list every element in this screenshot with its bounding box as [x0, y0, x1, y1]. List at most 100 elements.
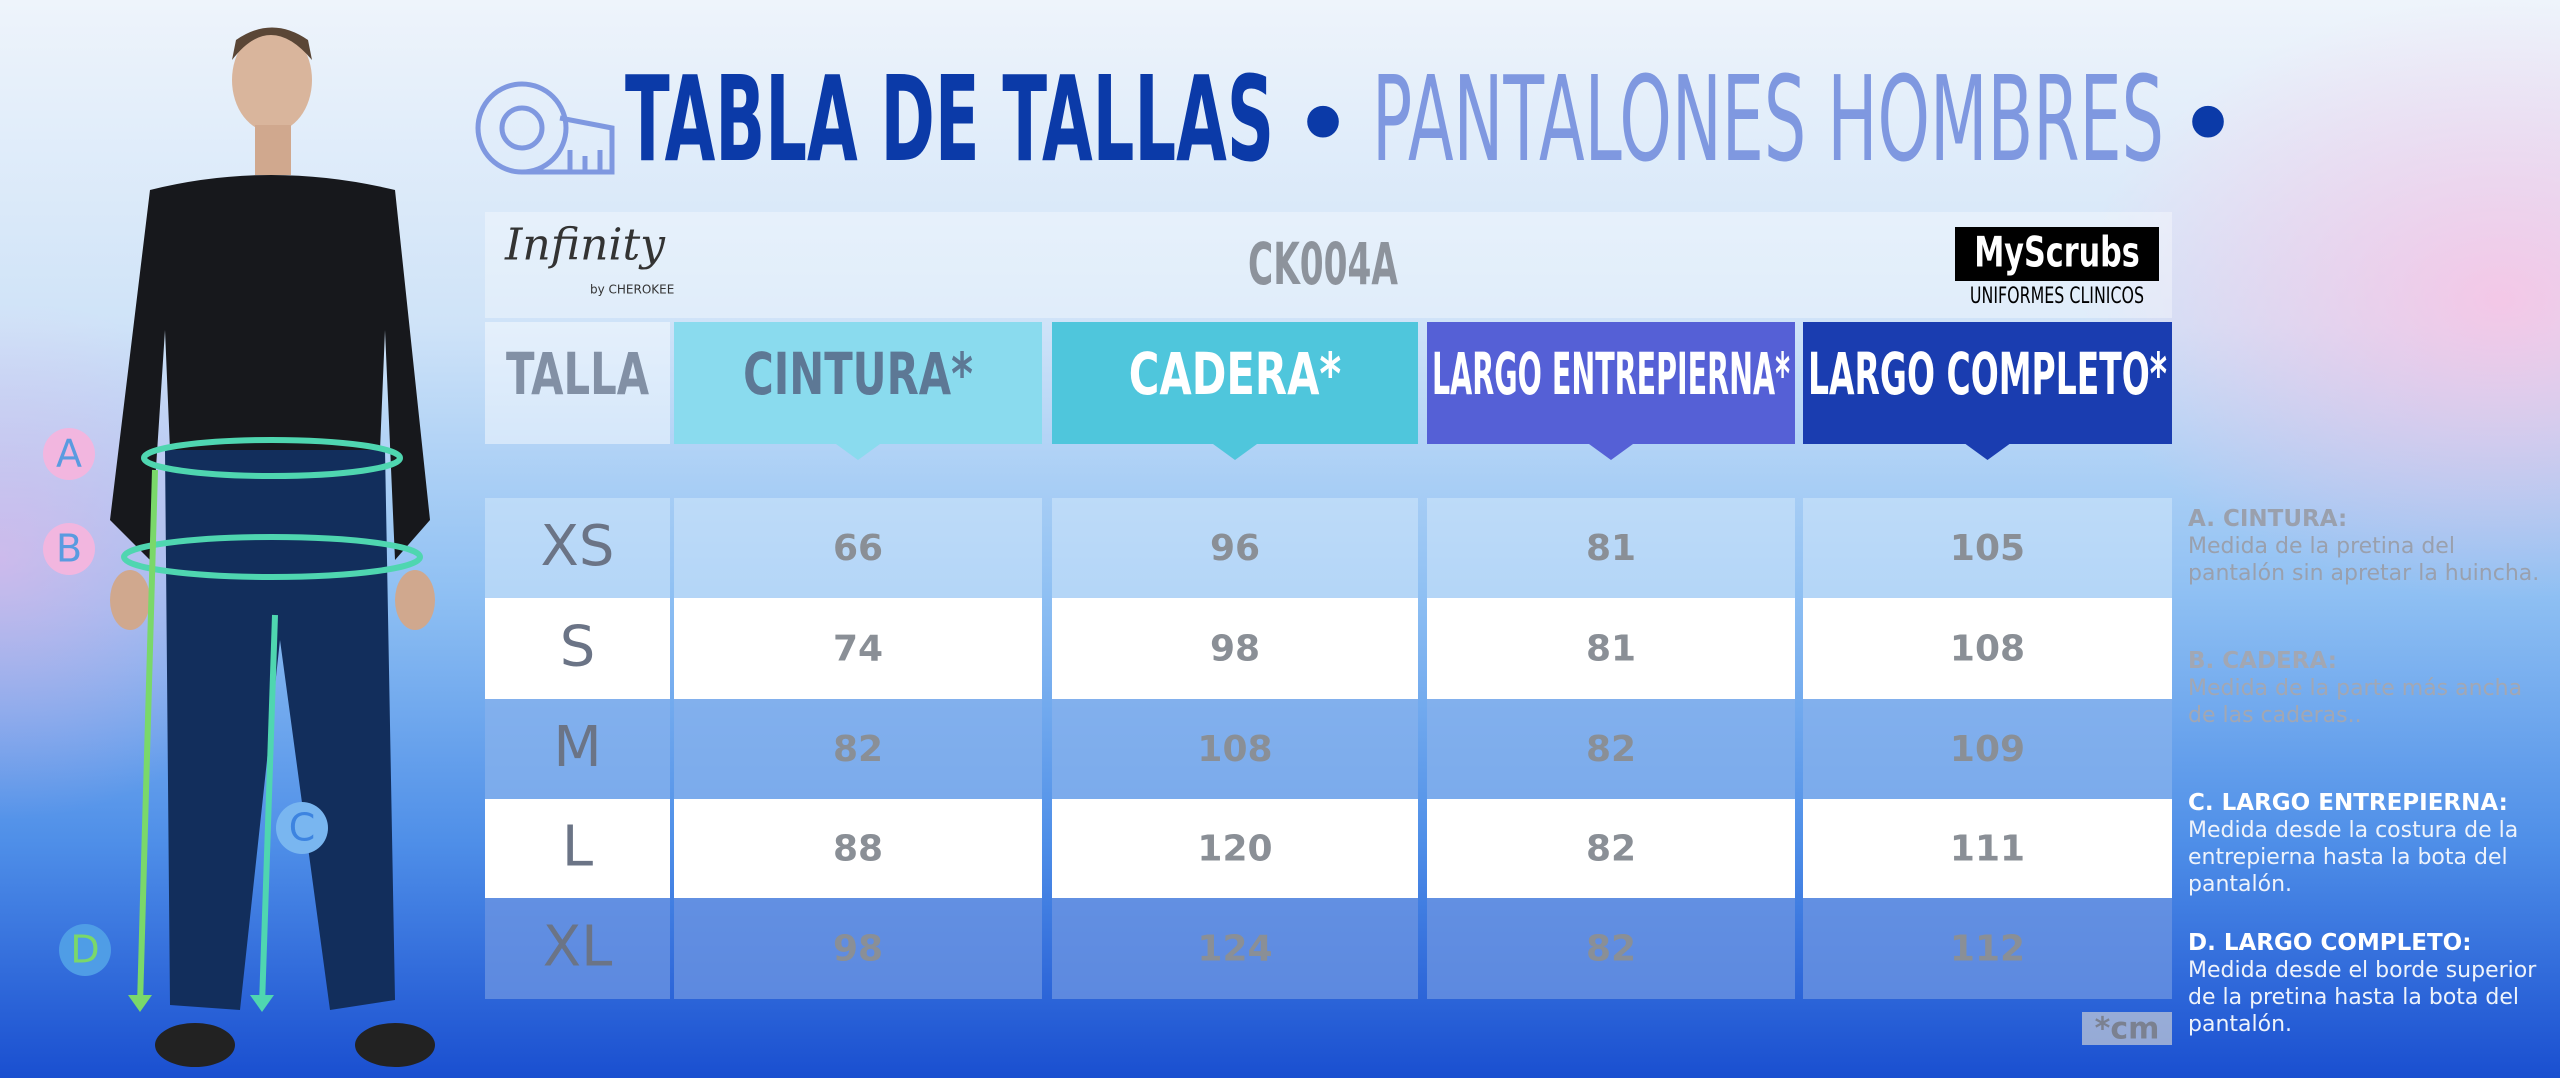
header-arrow [1965, 444, 2010, 460]
measurement: 112 [1950, 929, 2025, 970]
measurement: 74 [833, 629, 883, 670]
table-cell [1052, 598, 1418, 699]
brand-logo-sub: by CHEROKEE [590, 283, 674, 297]
figure-label: A [56, 432, 82, 476]
size-label: L [562, 815, 593, 880]
table-cell [1427, 699, 1795, 799]
note-label: A. CINTURA: [2188, 506, 2348, 532]
size-label: XS [541, 514, 615, 579]
column-header: LARGO COMPLETO* [1808, 340, 2167, 408]
note: B. CADERA: Medida de la parte más ancha d… [2188, 648, 2548, 729]
title-separator: • [2179, 72, 2237, 177]
column-header: TALLA [506, 340, 649, 408]
table-cell [1803, 898, 2172, 999]
header-cell [1052, 322, 1418, 444]
measurement: 82 [1586, 829, 1636, 870]
table-cell [1052, 498, 1418, 598]
note-text: Medida desde el borde superior de la pre… [2188, 958, 2537, 1037]
tape-icon [475, 81, 615, 175]
measurement: 108 [1950, 629, 2025, 670]
subtitle: PANTALONES HOMBRES [1372, 50, 2164, 188]
size-label: XL [543, 915, 613, 980]
figure-label-badge [43, 523, 95, 575]
table-cell [485, 598, 670, 699]
measurement: 105 [1950, 528, 2025, 569]
table-cell [1803, 498, 2172, 598]
measurement: 98 [833, 929, 883, 970]
brand-row [485, 212, 2172, 318]
figure-label: D [70, 928, 99, 972]
header-arrow [1213, 444, 1257, 460]
figure-label: C [289, 806, 316, 850]
table-cell [485, 799, 670, 898]
table-cell [1427, 799, 1795, 898]
measurement: 66 [833, 528, 883, 569]
measurement: 124 [1197, 929, 1272, 970]
table-cell [674, 699, 1042, 799]
header-cell [1427, 322, 1795, 444]
table-cell [485, 498, 670, 598]
header-cell [485, 322, 670, 444]
size-label: M [553, 715, 601, 780]
measurement: 108 [1197, 729, 1272, 770]
column-header: LARGO ENTREPIERNA* [1432, 340, 1790, 408]
note-label: B. CADERA: [2188, 648, 2337, 674]
figure-label-badge [43, 428, 95, 480]
title: TABLA DE TALLAS [625, 50, 1274, 188]
header-arrow [1589, 444, 1633, 460]
table-cell [674, 799, 1042, 898]
store-logo-sub: UNIFORMES CLINICOS [1970, 284, 2144, 309]
table-cell [1803, 598, 2172, 699]
unit: *cm [2095, 1012, 2160, 1047]
measurement: 88 [833, 829, 883, 870]
store-logo-box [1955, 227, 2159, 281]
note-text: Medida desde la costura de la entrepiern… [2188, 818, 2519, 897]
table-cell [485, 699, 670, 799]
note-text: Medida de la pretina del pantalón sin ap… [2188, 534, 2540, 586]
header-cell [1803, 322, 2172, 444]
measurement: 82 [1586, 729, 1636, 770]
table-cell [485, 898, 670, 999]
measurement: 81 [1586, 528, 1636, 569]
measurement: 96 [1210, 528, 1260, 569]
figure-label-badge [59, 924, 111, 976]
table-cell [1427, 898, 1795, 999]
figure-label-badge [276, 802, 328, 854]
brand-logo: Infinity [504, 220, 666, 271]
model-figure [110, 27, 435, 1067]
note-label: D. LARGO COMPLETO: [2188, 930, 2472, 956]
table-cell [1052, 799, 1418, 898]
measurement: 120 [1197, 829, 1272, 870]
table-cell [1427, 498, 1795, 598]
title-separator: • [1294, 72, 1352, 177]
note-text: Medida de la parte más ancha de las cade… [2188, 676, 2523, 728]
header-arrow [836, 444, 880, 460]
table-cell [1803, 699, 2172, 799]
size-label: S [560, 615, 596, 680]
note: A. CINTURA: Medida de la pretina del pant… [2188, 506, 2548, 587]
header-cell [674, 322, 1042, 444]
measurement: 111 [1950, 829, 2025, 870]
table-cell [1052, 699, 1418, 799]
column-header: CADERA* [1129, 340, 1341, 408]
column-header: CINTURA* [743, 340, 973, 408]
store-logo: MyScrubs [1974, 228, 2140, 277]
measurement: 82 [833, 729, 883, 770]
note-label: C. LARGO ENTREPIERNA: [2188, 790, 2508, 816]
table-cell [1052, 898, 1418, 999]
note: C. LARGO ENTREPIERNA: Medida desde la cos… [2188, 790, 2548, 898]
unit-box [2082, 1012, 2172, 1045]
table-cell [674, 898, 1042, 999]
table-cell [674, 498, 1042, 598]
measurement: 109 [1950, 729, 2025, 770]
table-cell [1803, 799, 2172, 898]
measurement: 98 [1210, 629, 1260, 670]
note: D. LARGO COMPLETO: Medida desde el borde … [2188, 930, 2548, 1038]
table-cell [1427, 598, 1795, 699]
figure-label: B [56, 527, 82, 571]
measurement: 81 [1586, 629, 1636, 670]
measurement: 82 [1586, 929, 1636, 970]
table-cell [674, 598, 1042, 699]
